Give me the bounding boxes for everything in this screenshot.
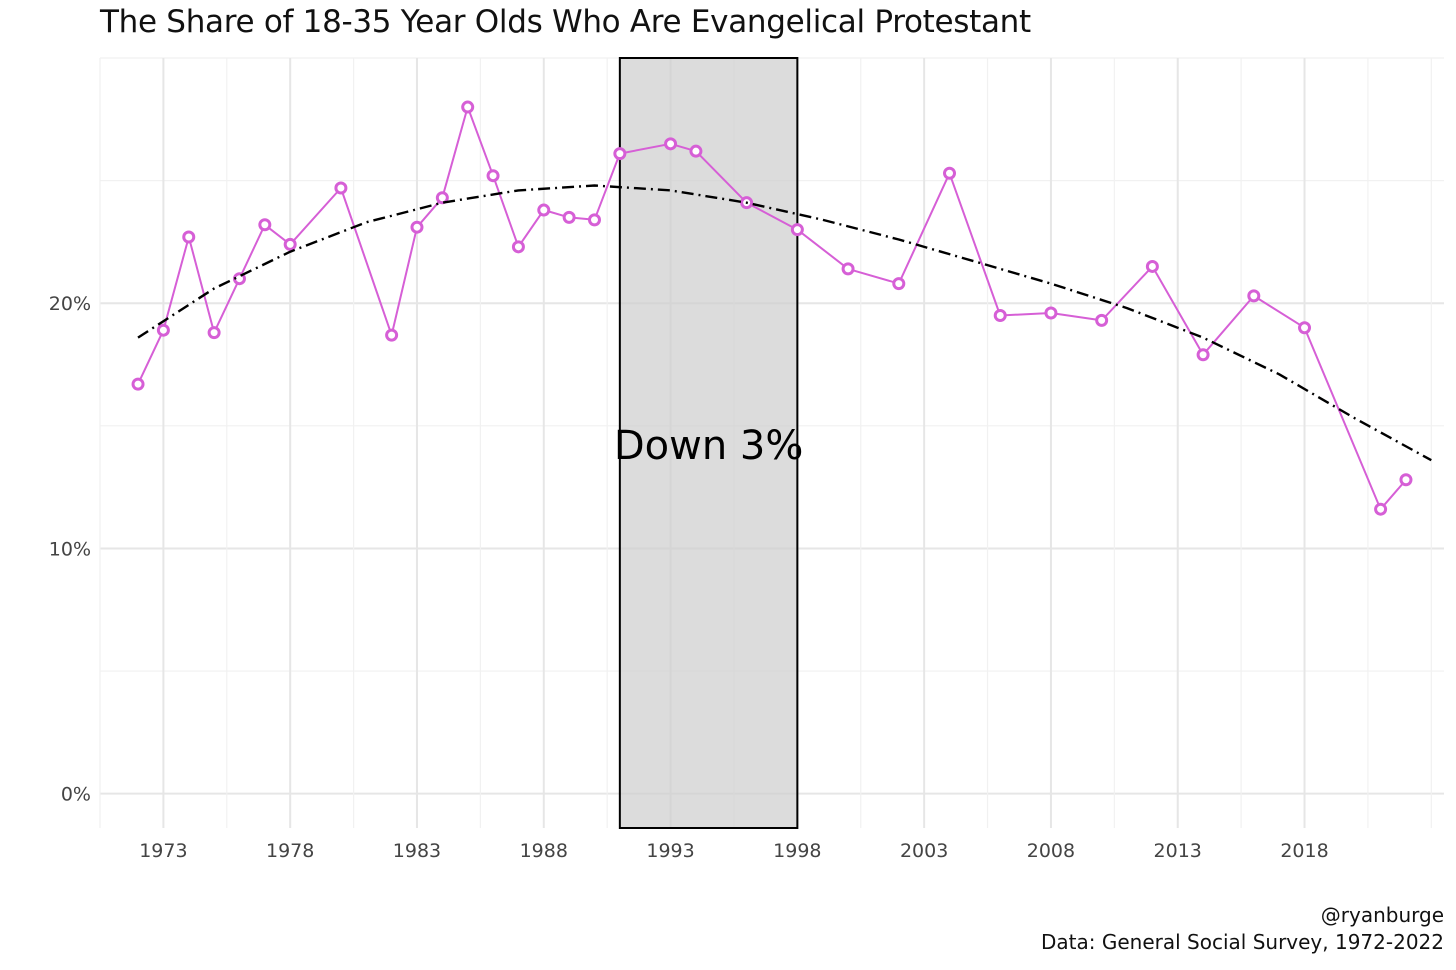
- data-point: [587, 213, 601, 227]
- x-tick-label: 2013: [1154, 840, 1202, 862]
- data-point: [258, 218, 272, 232]
- x-tick-label: 2003: [900, 840, 948, 862]
- data-point: [486, 169, 500, 183]
- y-axis-ticks: 0% 10% 20%: [49, 293, 91, 805]
- x-tick-label: 1998: [773, 840, 821, 862]
- data-point: [892, 277, 906, 291]
- data-point: [1298, 321, 1312, 335]
- data-point: [841, 262, 855, 276]
- data-point: [664, 137, 678, 151]
- y-tick-label: 0%: [61, 784, 91, 806]
- data-point: [689, 144, 703, 158]
- data-point: [156, 323, 170, 337]
- data-point: [511, 240, 525, 254]
- data-point: [562, 210, 576, 224]
- x-tick-label: 1993: [646, 840, 694, 862]
- data-point: [1044, 306, 1058, 320]
- x-tick-label: 2008: [1027, 840, 1075, 862]
- chart-title: The Share of 18-35 Year Olds Who Are Eva…: [100, 4, 1031, 40]
- data-point: [613, 147, 627, 161]
- x-tick-label: 1983: [393, 840, 441, 862]
- caption-source: Data: General Social Survey, 1972-2022: [1041, 930, 1444, 954]
- data-point: [943, 166, 957, 180]
- data-point: [1095, 313, 1109, 327]
- x-tick-label: 1988: [520, 840, 568, 862]
- x-tick-label: 1978: [266, 840, 314, 862]
- data-point: [1374, 502, 1388, 516]
- data-point: [461, 100, 475, 114]
- highlight-region: Down 3%: [614, 57, 804, 829]
- x-axis-ticks: 1973 1978 1983 1988 1993 1998 2003 2008 2013 2018: [139, 840, 1328, 862]
- data-point: [993, 308, 1007, 322]
- data-point: [131, 377, 145, 391]
- data-point: [1145, 259, 1159, 273]
- data-point: [283, 237, 297, 251]
- x-tick-label: 2018: [1280, 840, 1328, 862]
- y-tick-label: 20%: [49, 293, 91, 315]
- y-tick-label: 10%: [49, 538, 91, 560]
- data-point: [790, 223, 804, 237]
- data-point: [334, 181, 348, 195]
- data-point: [207, 326, 221, 340]
- trend-line: [137, 184, 1432, 462]
- caption: @ryanburge Data: General Social Survey, …: [1041, 902, 1444, 956]
- data-point: [435, 191, 449, 205]
- data-point: [1247, 289, 1261, 303]
- data-point: [182, 230, 196, 244]
- caption-handle: @ryanburge: [1320, 903, 1444, 927]
- data-point: [1196, 348, 1210, 362]
- data-point: [1399, 473, 1413, 487]
- data-point: [537, 203, 551, 217]
- series-lines: [131, 100, 1432, 516]
- highlight-rect: [618, 57, 799, 829]
- series-line: [137, 106, 1407, 511]
- line-chart: Down 3% 1973 1978 1983 1988 1993 1998 2003 2008…: [49, 57, 1444, 862]
- x-tick-label: 1973: [139, 840, 187, 862]
- data-point: [410, 220, 424, 234]
- data-point: [385, 328, 399, 342]
- highlight-label: Down 3%: [614, 423, 804, 469]
